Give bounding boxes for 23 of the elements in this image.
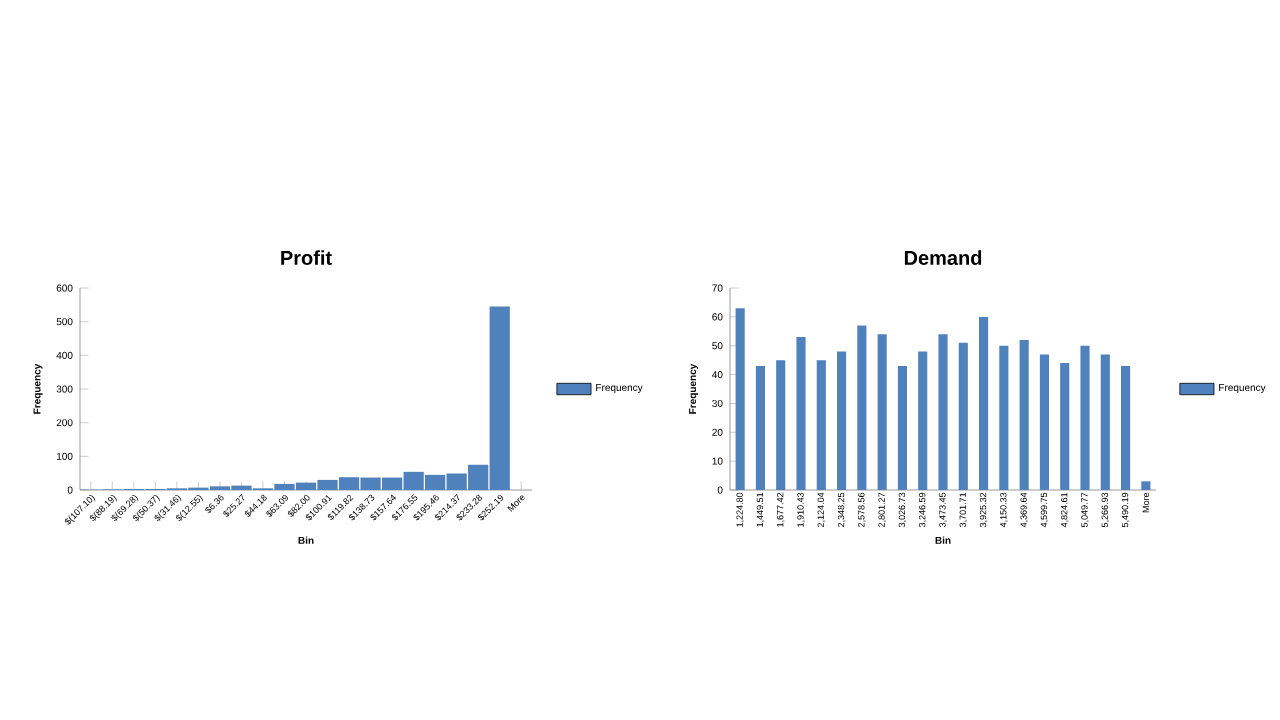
chart-title: Demand — [904, 250, 982, 265]
bar — [837, 351, 847, 491]
bar — [816, 360, 826, 491]
bar — [999, 345, 1009, 491]
bar — [1019, 339, 1029, 491]
bar — [979, 316, 989, 491]
bar — [735, 308, 745, 491]
bar — [755, 365, 765, 491]
bar — [1039, 354, 1049, 491]
bar — [796, 337, 806, 491]
bar — [877, 334, 887, 491]
bar — [776, 360, 786, 491]
bar — [1100, 354, 1110, 491]
bar — [1060, 363, 1070, 491]
bar — [958, 342, 968, 491]
bar — [1121, 365, 1131, 491]
bar — [897, 365, 907, 491]
bar — [918, 351, 928, 491]
bar — [1141, 481, 1151, 491]
bar — [857, 325, 867, 491]
bar — [938, 334, 948, 491]
bar — [1080, 345, 1090, 491]
chart-title: Profit — [281, 250, 332, 265]
